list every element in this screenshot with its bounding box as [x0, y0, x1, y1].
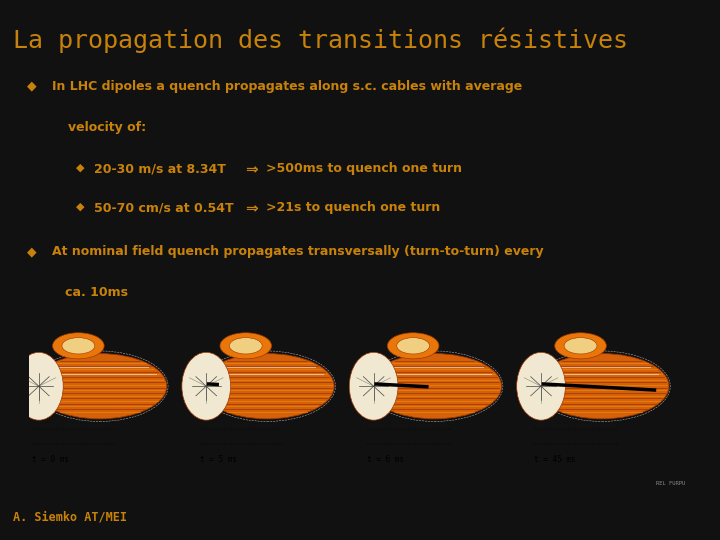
Text: ◆: ◆	[27, 245, 37, 258]
Text: velocity of:: velocity of:	[68, 121, 147, 134]
Text: ⇒: ⇒	[245, 163, 258, 178]
Text: In LHC dipoles a quench propagates along s.c. cables with average: In LHC dipoles a quench propagates along…	[52, 80, 522, 93]
Ellipse shape	[555, 333, 606, 359]
Text: t = 5 ms: t = 5 ms	[199, 455, 237, 464]
Ellipse shape	[535, 354, 669, 419]
Ellipse shape	[564, 338, 597, 354]
Ellipse shape	[62, 338, 95, 354]
Text: 20-30 m/s at 8.34T: 20-30 m/s at 8.34T	[94, 163, 225, 176]
Ellipse shape	[53, 333, 104, 359]
Ellipse shape	[14, 352, 63, 420]
Text: >21s to quench one turn: >21s to quench one turn	[266, 201, 441, 214]
Text: ◆: ◆	[27, 80, 37, 93]
Text: t = 45 ms: t = 45 ms	[534, 455, 576, 464]
Text: t = 6 ms: t = 6 ms	[367, 455, 404, 464]
Ellipse shape	[230, 338, 262, 354]
Text: ◆: ◆	[76, 201, 84, 212]
Ellipse shape	[220, 333, 271, 359]
Text: ca. 10ms: ca. 10ms	[52, 286, 128, 299]
Ellipse shape	[182, 352, 230, 420]
Ellipse shape	[368, 354, 502, 419]
Text: t = 0 ms: t = 0 ms	[32, 455, 69, 464]
Ellipse shape	[397, 338, 430, 354]
Ellipse shape	[517, 352, 565, 420]
Text: La propagation des transitions résistives: La propagation des transitions résistive…	[13, 28, 628, 53]
Text: >500ms to quench one turn: >500ms to quench one turn	[266, 163, 462, 176]
Ellipse shape	[200, 354, 334, 419]
Text: REL FURPU: REL FURPU	[656, 481, 685, 487]
Ellipse shape	[387, 333, 439, 359]
Text: ⇒: ⇒	[245, 201, 258, 217]
Text: A. Siemko AT/MEI: A. Siemko AT/MEI	[13, 510, 127, 523]
Text: 50-70 cm/s at 0.54T: 50-70 cm/s at 0.54T	[94, 201, 233, 214]
Text: At nominal field quench propagates transversally (turn-to-turn) every: At nominal field quench propagates trans…	[52, 245, 544, 258]
Ellipse shape	[33, 354, 167, 419]
Text: ◆: ◆	[76, 163, 84, 172]
Ellipse shape	[349, 352, 398, 420]
